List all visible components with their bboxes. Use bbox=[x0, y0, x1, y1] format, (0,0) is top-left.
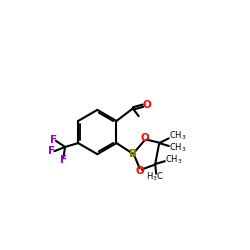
Text: CH$_3$: CH$_3$ bbox=[170, 142, 187, 154]
Text: F: F bbox=[50, 135, 57, 145]
Text: F: F bbox=[60, 155, 68, 165]
Text: B: B bbox=[129, 149, 137, 159]
Text: O: O bbox=[140, 133, 149, 143]
Text: CH$_3$: CH$_3$ bbox=[166, 153, 183, 166]
Text: O: O bbox=[142, 100, 151, 110]
Text: O: O bbox=[136, 166, 144, 176]
Text: H$_3$C: H$_3$C bbox=[146, 171, 164, 183]
Text: F: F bbox=[48, 146, 56, 156]
Text: CH$_3$: CH$_3$ bbox=[170, 130, 187, 142]
